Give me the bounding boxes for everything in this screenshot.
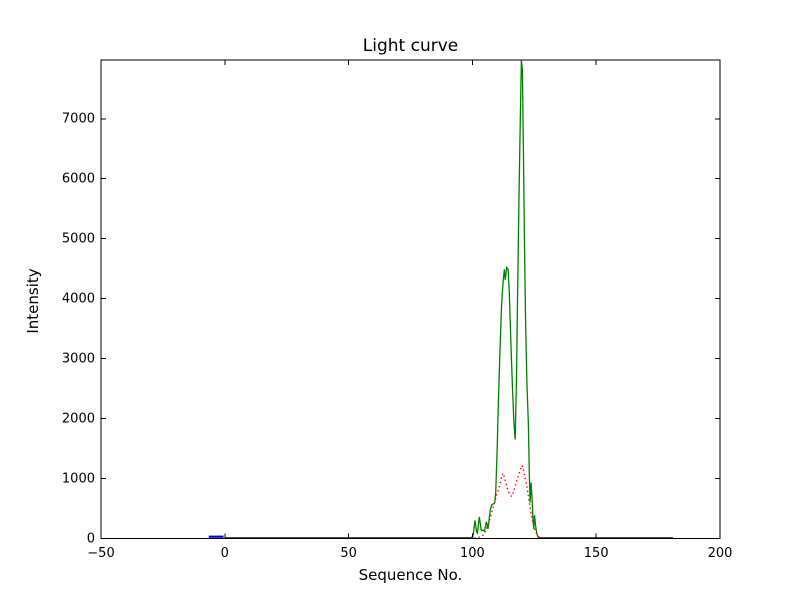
y-tick-label: 6000: [61, 171, 95, 187]
series-green-curve: [224, 59, 673, 539]
y-tick-label: 1000: [61, 471, 95, 487]
y-tick-label: 4000: [61, 291, 95, 307]
x-tick-label: 100: [459, 546, 485, 561]
y-tick-label: 3000: [61, 351, 95, 367]
x-axis-label: Sequence No.: [358, 566, 463, 584]
y-tick-label: 0: [86, 531, 95, 546]
x-tick-label: 0: [220, 546, 229, 561]
x-tick-label: 50: [340, 546, 357, 561]
y-tick-label: 7000: [61, 111, 95, 127]
x-tick-label: −50: [87, 546, 115, 561]
y-tick-label: 5000: [61, 231, 95, 247]
axes-spines: [100, 59, 721, 539]
y-tick-label: 2000: [61, 411, 95, 427]
x-tick-label: 150: [583, 546, 609, 561]
series-red-dotted-curve: [224, 463, 673, 539]
chart-title: Light curve: [362, 36, 459, 56]
x-tick-label: 200: [707, 546, 733, 561]
